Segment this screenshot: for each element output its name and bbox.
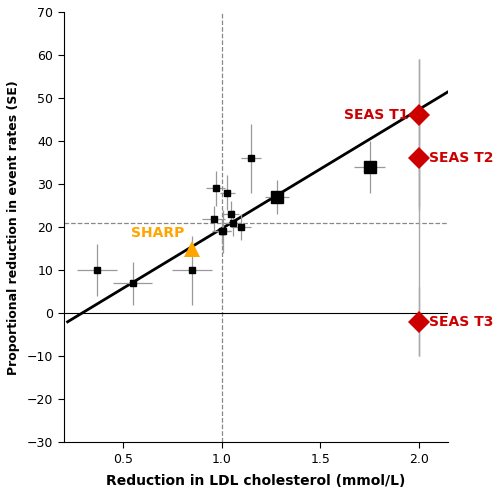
Text: SEAS T3: SEAS T3: [428, 315, 493, 329]
Text: SEAS T1: SEAS T1: [344, 108, 409, 122]
X-axis label: Reduction in LDL cholesterol (mmol/L): Reduction in LDL cholesterol (mmol/L): [106, 474, 406, 488]
Text: SEAS T2: SEAS T2: [428, 151, 493, 165]
Y-axis label: Proportional reduction in event rates (SE): Proportional reduction in event rates (S…: [7, 80, 20, 375]
Text: SHARP: SHARP: [130, 226, 184, 240]
